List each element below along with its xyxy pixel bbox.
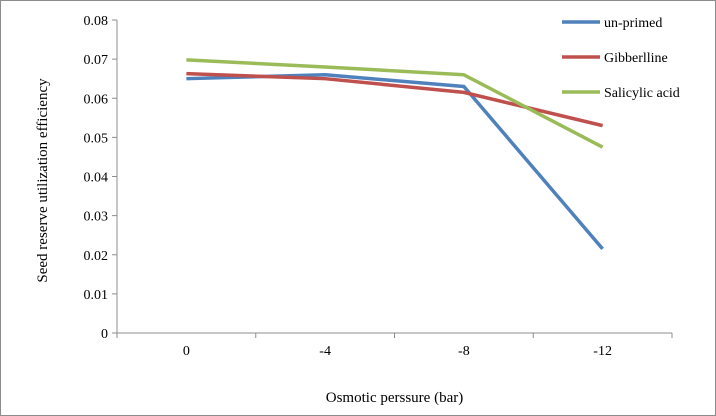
x-tick-label: -4: [319, 344, 331, 359]
series-line-3: [186, 58, 604, 149]
y-tick-label: 0.03: [84, 210, 109, 225]
series-line-1: [186, 73, 604, 251]
y-tick-label: 0.02: [84, 249, 109, 264]
legend-label: Salicylic acid: [604, 86, 680, 101]
legend: un-primed Gibberlline Salicylic acid: [562, 16, 680, 101]
y-tick-label: 0.07: [84, 53, 109, 68]
x-tick-label: -8: [458, 344, 470, 359]
y-tick-label: 0: [101, 327, 108, 342]
y-tick-label: 0.04: [84, 171, 109, 186]
x-tick-label: 0: [183, 344, 190, 359]
y-tick-label: 0.06: [84, 92, 109, 107]
y-tick-group: 0 0.01 0.02 0.03 0.04 0.05 0.06 0.07 0.08: [84, 14, 117, 342]
x-tick-label: -12: [593, 344, 612, 359]
y-axis-title: Seed reserve utilization efficiency: [35, 78, 51, 283]
legend-label: Gibberlline: [604, 51, 668, 66]
x-tick-group: 0 -4 -8 -12: [116, 333, 673, 359]
chart-axes: [116, 20, 672, 334]
y-tick-label: 0.01: [84, 288, 109, 303]
series-group: [186, 58, 604, 251]
y-tick-label: 0.08: [84, 14, 109, 29]
y-tick-label: 0.05: [84, 131, 109, 146]
legend-label: un-primed: [604, 16, 662, 31]
x-axis-title: Osmotic perssure (bar): [326, 390, 463, 406]
